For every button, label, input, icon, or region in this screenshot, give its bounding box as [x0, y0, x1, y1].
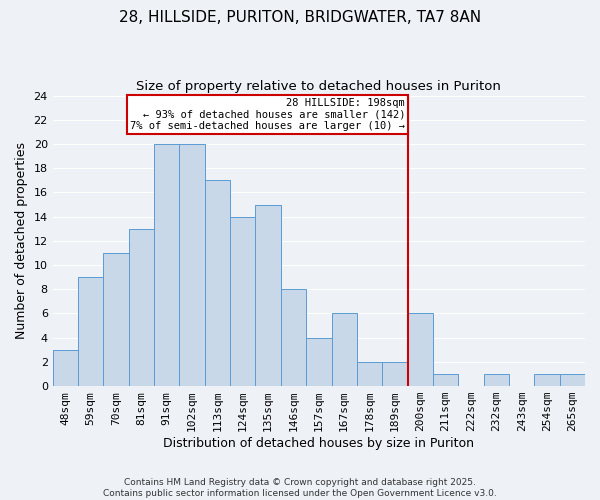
Y-axis label: Number of detached properties: Number of detached properties — [15, 142, 28, 340]
Text: 28, HILLSIDE, PURITON, BRIDGWATER, TA7 8AN: 28, HILLSIDE, PURITON, BRIDGWATER, TA7 8… — [119, 10, 481, 25]
Bar — [129, 228, 154, 386]
Title: Size of property relative to detached houses in Puriton: Size of property relative to detached ho… — [136, 80, 501, 93]
Bar — [484, 374, 509, 386]
Bar — [407, 314, 433, 386]
Bar — [256, 204, 281, 386]
Bar — [179, 144, 205, 386]
Text: Contains HM Land Registry data © Crown copyright and database right 2025.
Contai: Contains HM Land Registry data © Crown c… — [103, 478, 497, 498]
Bar — [103, 253, 129, 386]
Bar — [78, 277, 103, 386]
Bar — [281, 289, 306, 386]
Bar — [357, 362, 382, 386]
Bar — [306, 338, 332, 386]
Bar — [560, 374, 585, 386]
Bar — [154, 144, 179, 386]
X-axis label: Distribution of detached houses by size in Puriton: Distribution of detached houses by size … — [163, 437, 475, 450]
Text: 28 HILLSIDE: 198sqm
← 93% of detached houses are smaller (142)
7% of semi-detach: 28 HILLSIDE: 198sqm ← 93% of detached ho… — [130, 98, 405, 131]
Bar — [535, 374, 560, 386]
Bar — [230, 216, 256, 386]
Bar — [205, 180, 230, 386]
Bar — [53, 350, 78, 386]
Bar — [382, 362, 407, 386]
Bar — [433, 374, 458, 386]
Bar — [332, 314, 357, 386]
